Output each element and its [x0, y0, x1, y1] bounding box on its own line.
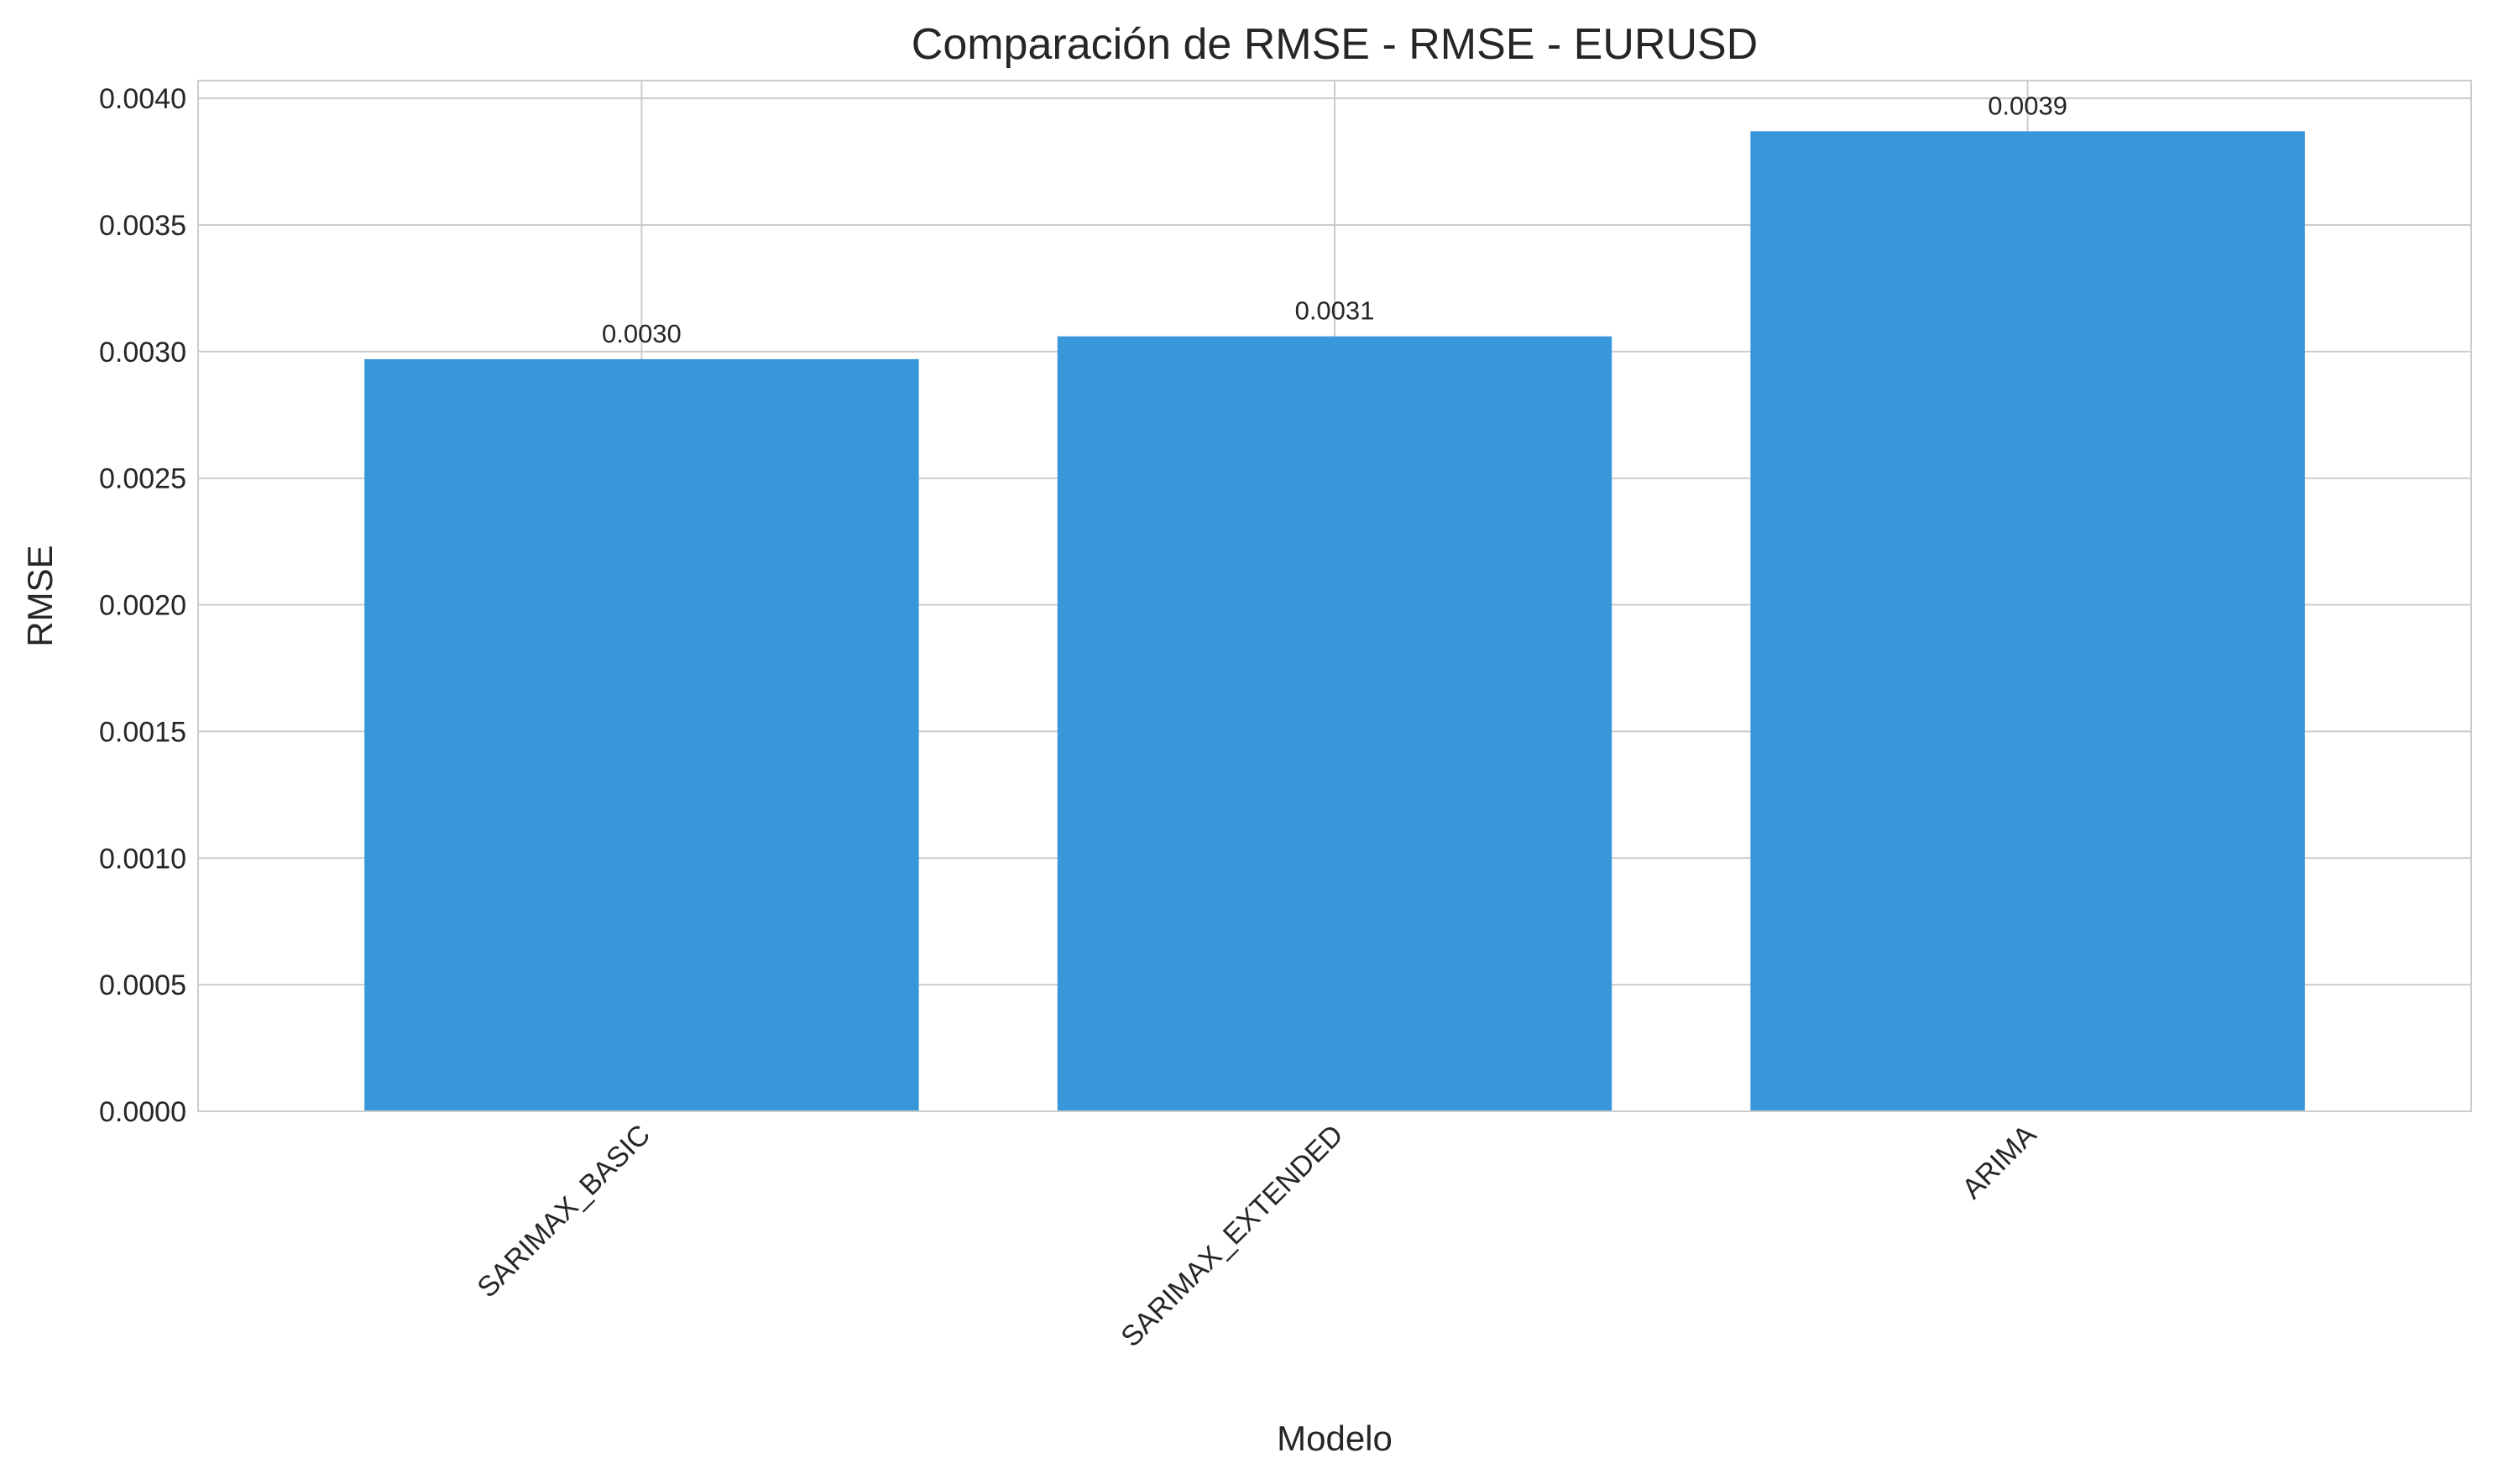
- bar-sarimax-basic: [364, 358, 919, 1111]
- bar-value-label: 0.0031: [1295, 296, 1375, 326]
- bar-arima: [1750, 131, 2305, 1111]
- bar-sarimax-extended: [1057, 336, 1612, 1112]
- y-axis-title: RMSE: [20, 545, 60, 646]
- y-tick-label: 0.0015: [99, 716, 186, 748]
- bars: [364, 131, 2305, 1112]
- x-tick-label: ARIMA: [1956, 1119, 2042, 1205]
- y-tick-label: 0.0010: [99, 843, 186, 875]
- bar-value-label: 0.0030: [602, 319, 682, 348]
- chart-title: Comparación de RMSE - RMSE - EURUSD: [912, 20, 1758, 69]
- bar-value-label: 0.0039: [1988, 91, 2067, 120]
- x-tick-label: SARIMAX_EXTENDED: [1115, 1119, 1349, 1353]
- y-tick-label: 0.0000: [99, 1096, 186, 1128]
- y-tick-label: 0.0020: [99, 590, 186, 622]
- x-tick-label: SARIMAX_BASIC: [471, 1119, 656, 1304]
- x-axis-title: Modelo: [1277, 1419, 1393, 1458]
- y-tick-label: 0.0005: [99, 969, 186, 1001]
- x-ticks: SARIMAX_BASIC SARIMAX_EXTENDED ARIMA: [471, 1119, 2042, 1354]
- y-ticks: 0.0000 0.0005 0.0010 0.0015 0.0020 0.0025 0.00…: [99, 83, 186, 1128]
- y-tick-label: 0.0040: [99, 83, 186, 115]
- value-labels: 0.0030 0.0031 0.0039: [602, 91, 2067, 348]
- plot-frame: [197, 80, 2472, 1112]
- y-tick-label: 0.0035: [99, 210, 186, 242]
- y-tick-label: 0.0030: [99, 337, 186, 368]
- y-tick-label: 0.0025: [99, 463, 186, 495]
